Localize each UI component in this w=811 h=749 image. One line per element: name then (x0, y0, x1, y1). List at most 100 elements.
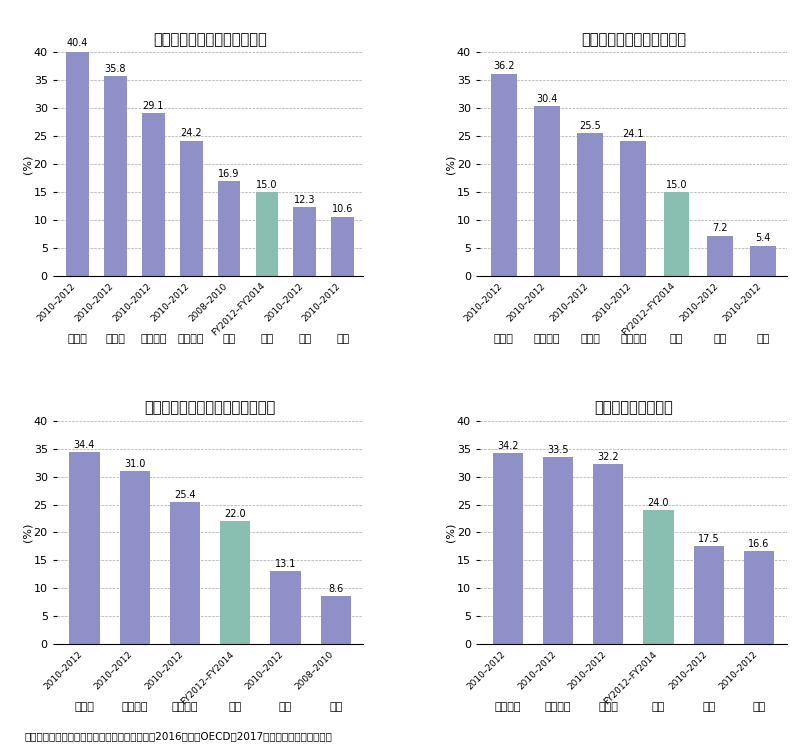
Text: フランス: フランス (172, 703, 198, 712)
Text: 米国: 米国 (222, 334, 236, 344)
Bar (491, 73, 517, 276)
Bar (320, 596, 351, 644)
Text: 2010–2012: 2010–2012 (516, 649, 558, 691)
Bar (620, 141, 646, 276)
Text: 2010–2012: 2010–2012 (591, 282, 633, 323)
Text: 日本: 日本 (670, 334, 683, 344)
Title: マーケティング・イノベーション: マーケティング・イノベーション (144, 401, 276, 416)
Text: FY2012–FY2014: FY2012–FY2014 (210, 282, 267, 338)
Text: FY2012–FY2014: FY2012–FY2014 (602, 649, 659, 706)
Bar (331, 216, 354, 276)
Text: イタリア: イタリア (545, 703, 571, 712)
Text: 33.5: 33.5 (547, 445, 569, 455)
Bar (543, 457, 573, 644)
Text: 2010–2012: 2010–2012 (717, 649, 759, 691)
Bar (255, 192, 278, 276)
Text: 2010–2012: 2010–2012 (667, 649, 709, 691)
Text: 29.1: 29.1 (143, 101, 164, 111)
Text: 34.2: 34.2 (497, 441, 518, 451)
Bar (534, 106, 560, 276)
Bar (643, 510, 674, 644)
Text: 13.1: 13.1 (275, 559, 296, 568)
Bar (217, 181, 240, 276)
Text: イタリア: イタリア (122, 703, 148, 712)
Text: FY2012–FY2014: FY2012–FY2014 (620, 282, 676, 338)
Y-axis label: (%): (%) (22, 523, 32, 542)
Bar (220, 521, 251, 644)
Text: 24.1: 24.1 (623, 129, 644, 139)
Text: 25.4: 25.4 (174, 490, 195, 500)
Text: フランス: フランス (178, 334, 204, 344)
Bar (744, 551, 775, 644)
Text: 韓国: 韓国 (757, 334, 770, 344)
Y-axis label: (%): (%) (445, 154, 456, 174)
Text: 2010–2012: 2010–2012 (43, 649, 84, 691)
Bar (706, 235, 732, 276)
Text: 2010–2012: 2010–2012 (505, 282, 547, 323)
Bar (750, 246, 776, 276)
Text: 2010–2012: 2010–2012 (244, 649, 285, 691)
Text: FY2012–FY2014: FY2012–FY2014 (178, 649, 235, 706)
Title: プロダクト・イノベーション: プロダクト・イノベーション (153, 32, 267, 47)
Text: フランス: フランス (620, 334, 646, 344)
Text: イタリア: イタリア (140, 334, 166, 344)
Text: 英国: 英国 (713, 334, 727, 344)
Text: 24.2: 24.2 (180, 128, 202, 139)
Text: 韓国: 韓国 (753, 703, 766, 712)
Text: 2010–2012: 2010–2012 (263, 282, 305, 323)
Text: フランス: フランス (495, 703, 521, 712)
Text: 英国: 英国 (329, 703, 342, 712)
Text: 31.0: 31.0 (124, 459, 145, 469)
Text: 35.8: 35.8 (105, 64, 127, 73)
Text: 日本: 日本 (229, 703, 242, 712)
Text: 2010–2012: 2010–2012 (36, 282, 78, 323)
Text: イタリア: イタリア (534, 334, 560, 344)
Text: 2010–2012: 2010–2012 (149, 282, 191, 323)
Text: 資料：文部科学省科学技術・学術政策研究所（2016）及びOECD（2017）から経済産業省作成。: 資料：文部科学省科学技術・学術政策研究所（2016）及びOECD（2017）から… (24, 732, 333, 742)
Y-axis label: (%): (%) (22, 154, 32, 174)
Text: 英国: 英国 (298, 334, 311, 344)
Bar (492, 453, 523, 644)
Text: ドイツ: ドイツ (599, 703, 618, 712)
Text: 7.2: 7.2 (712, 223, 727, 233)
Text: 韓国: 韓国 (336, 334, 350, 344)
Bar (67, 50, 89, 276)
Text: 16.6: 16.6 (749, 539, 770, 549)
Bar (663, 192, 689, 276)
Text: 36.2: 36.2 (493, 61, 514, 71)
Bar (577, 133, 603, 276)
Text: 2010–2012: 2010–2012 (301, 282, 342, 323)
Text: 2010–2012: 2010–2012 (462, 282, 504, 323)
Text: ドイツ: ドイツ (75, 703, 94, 712)
Text: 2010–2012: 2010–2012 (548, 282, 590, 323)
Text: 10.6: 10.6 (332, 204, 354, 214)
Text: 2008–2010: 2008–2010 (187, 282, 229, 323)
Text: 2010–2012: 2010–2012 (144, 649, 185, 691)
Text: ドイツ: ドイツ (105, 334, 126, 344)
Bar (142, 113, 165, 276)
Text: 24.0: 24.0 (648, 498, 669, 508)
Text: 2010–2012: 2010–2012 (566, 649, 608, 691)
Text: 22.0: 22.0 (225, 509, 246, 519)
Text: 40.4: 40.4 (67, 38, 88, 48)
Text: 2010–2012: 2010–2012 (111, 282, 153, 323)
Text: 2010–2012: 2010–2012 (74, 282, 115, 323)
Text: 2008–2010: 2008–2010 (294, 649, 336, 691)
Text: 日本: 日本 (260, 334, 273, 344)
Text: 日本: 日本 (652, 703, 665, 712)
Text: カナダ: カナダ (67, 334, 88, 344)
Text: 2010–2012: 2010–2012 (466, 649, 508, 691)
Text: 30.4: 30.4 (536, 94, 558, 104)
Bar (270, 571, 301, 644)
Text: 8.6: 8.6 (328, 584, 343, 594)
Bar (294, 207, 316, 276)
Bar (169, 503, 200, 644)
Text: 韓国: 韓国 (279, 703, 292, 712)
Text: 英国: 英国 (702, 703, 715, 712)
Text: 2010–2012: 2010–2012 (678, 282, 719, 323)
Bar (180, 141, 203, 276)
Bar (693, 547, 724, 644)
Text: カナダ: カナダ (494, 334, 513, 344)
Text: 17.5: 17.5 (698, 534, 719, 545)
Bar (593, 464, 624, 644)
